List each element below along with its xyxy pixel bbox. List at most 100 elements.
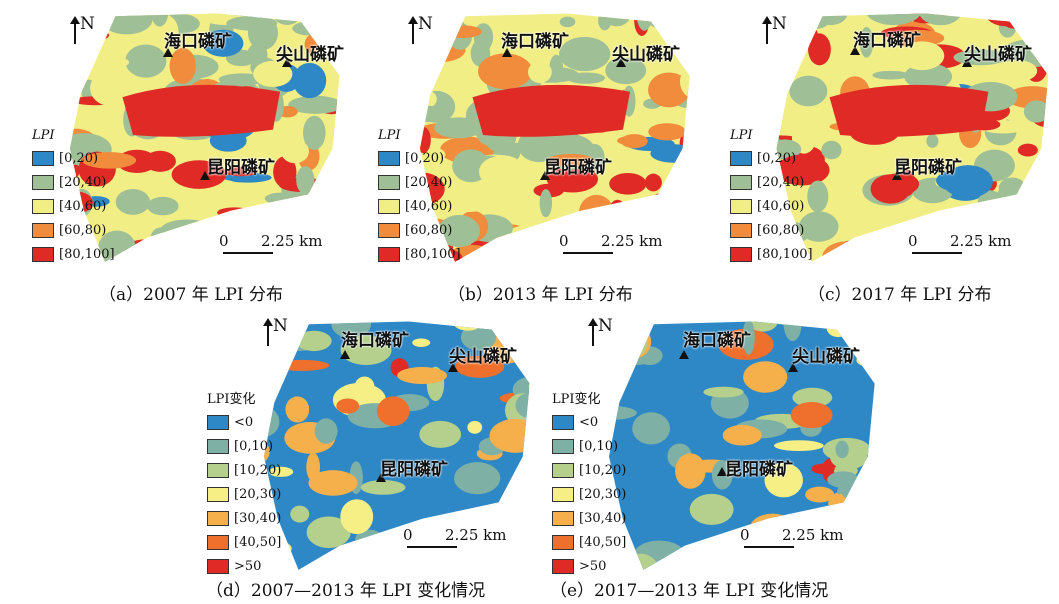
- scale-zero: 0: [403, 526, 413, 544]
- mine-marker-icon: [448, 363, 458, 372]
- site-label-kunyang: 昆阳磷矿: [725, 460, 793, 480]
- north-label: N: [80, 14, 95, 34]
- legend-swatch: [207, 511, 229, 526]
- legend-item: [80,100]: [32, 245, 115, 264]
- site-label-jianshan: 尖山磷矿: [964, 45, 1032, 65]
- mine-marker-icon: [200, 171, 210, 180]
- legend-item: [20,30): [207, 485, 281, 504]
- legend-item: [0,20): [730, 149, 813, 168]
- north-arrow-icon: [70, 16, 80, 44]
- scale-distance: 2.25 km: [261, 232, 323, 250]
- legend-item: [60,80): [378, 221, 461, 240]
- caption-e: （e）2017—2013 年 LPI 变化情况: [550, 581, 829, 601]
- legend-item: [40,60): [730, 197, 813, 216]
- legend-swatch: [730, 175, 752, 190]
- caption-c: （c）2017 年 LPI 分布: [808, 285, 992, 305]
- legend-label: [20,30): [579, 487, 627, 502]
- legend-item: >50: [207, 557, 281, 576]
- scale-zero: 0: [559, 232, 569, 250]
- lpi-map-2007: [70, 13, 340, 262]
- mine-marker-icon: [717, 467, 727, 476]
- legend-swatch: [552, 535, 574, 550]
- legend-label: [30,40): [579, 511, 627, 526]
- scale-distance: 2.25 km: [782, 526, 844, 544]
- legend-item: [40,60): [32, 197, 115, 216]
- legend: LPI变化 <0 [0,10) [10,20) [20,30) [30,40) [40,50…: [552, 388, 626, 581]
- legend-label: [40,50]: [579, 535, 627, 550]
- legend-label: [40,60): [59, 199, 107, 214]
- legend: LPI [0,20) [20,40) [40,60) [60,80) [80,100]: [32, 128, 115, 269]
- scale-zero: 0: [740, 526, 750, 544]
- legend-label: >50: [579, 559, 607, 574]
- legend-item: [0,20): [32, 149, 115, 168]
- legend-swatch: [207, 559, 229, 574]
- mine-marker-icon: [376, 473, 386, 482]
- legend-label: >50: [234, 559, 262, 574]
- legend-item: [80,100]: [378, 245, 461, 264]
- legend-label: [20,40): [405, 175, 453, 190]
- scale-line: [407, 546, 457, 548]
- legend-swatch: [730, 223, 752, 238]
- caption-d: （d）2007—2013 年 LPI 变化情况: [206, 581, 486, 601]
- legend-item: [60,80): [730, 221, 813, 240]
- legend-label: [10,20): [234, 463, 282, 478]
- legend-title: LPI: [378, 128, 401, 143]
- legend-label: [0,20): [405, 151, 445, 166]
- map-panel-a: N 海口磷矿 尖山磷矿 昆阳磷矿 LPI [0,20) [20,40) [40,60)…: [0, 0, 350, 300]
- north-arrow-icon: [588, 318, 598, 346]
- legend-swatch: [32, 151, 54, 166]
- legend-swatch: [32, 223, 54, 238]
- legend-swatch: [730, 247, 752, 262]
- site-label-haikou: 海口磷矿: [683, 331, 751, 351]
- site-label-jianshan: 尖山磷矿: [792, 347, 860, 367]
- legend-swatch: [378, 151, 400, 166]
- legend-item: [20,30): [552, 485, 626, 504]
- mine-marker-icon: [282, 58, 292, 67]
- legend-item: [30,40): [552, 509, 626, 528]
- mine-marker-icon: [892, 171, 902, 180]
- legend-label: [80,100]: [757, 247, 813, 262]
- mine-marker-icon: [679, 350, 689, 359]
- mine-marker-icon: [788, 363, 798, 372]
- mine-marker-icon: [163, 48, 173, 57]
- mine-marker-icon: [340, 350, 350, 359]
- site-label-kunyang: 昆阳磷矿: [544, 158, 612, 178]
- site-label-kunyang: 昆阳磷矿: [894, 158, 962, 178]
- legend-title: LPI: [32, 128, 55, 143]
- legend-swatch: [207, 487, 229, 502]
- legend-item: [60,80): [32, 221, 115, 240]
- legend-item: [80,100]: [730, 245, 813, 264]
- legend-title: LPI变化: [207, 392, 256, 407]
- north-arrow-icon: [762, 16, 772, 44]
- legend-label: [20,30): [234, 487, 282, 502]
- north-label: N: [772, 14, 787, 34]
- legend-swatch: [32, 247, 54, 262]
- mine-marker-icon: [502, 48, 512, 57]
- legend-label: [60,80): [59, 223, 107, 238]
- legend-label: [30,40): [234, 511, 282, 526]
- north-arrow-icon: [408, 16, 418, 44]
- legend-item: [40,60): [378, 197, 461, 216]
- legend-title: LPI: [730, 128, 753, 143]
- legend-label: [0,20): [757, 151, 797, 166]
- mine-marker-icon: [850, 46, 860, 55]
- map-panel-b: N 海口磷矿 尖山磷矿 昆阳磷矿 LPI [0,20) [20,40) [40,60)…: [350, 0, 700, 300]
- legend-swatch: [552, 487, 574, 502]
- legend-item: [20,40): [730, 173, 813, 192]
- legend-swatch: [552, 415, 574, 430]
- legend-item: [10,20): [207, 461, 281, 480]
- site-label-haikou: 海口磷矿: [501, 32, 569, 52]
- site-label-kunyang: 昆阳磷矿: [380, 460, 448, 480]
- legend-label: [60,80): [757, 223, 805, 238]
- site-label-jianshan: 尖山磷矿: [449, 347, 517, 367]
- legend-swatch: [207, 415, 229, 430]
- legend-item: <0: [207, 413, 281, 432]
- legend-swatch: [730, 199, 752, 214]
- lpi-change-map-2017-2013: [609, 321, 875, 570]
- legend-label: [60,80): [405, 223, 453, 238]
- legend-swatch: [552, 559, 574, 574]
- legend: LPI [0,20) [20,40) [40,60) [60,80) [80,100]: [378, 128, 461, 269]
- legend-swatch: [378, 223, 400, 238]
- map-panel-e: N 海口磷矿 尖山磷矿 昆阳磷矿 LPI变化 <0 [0,10) [10,20) [20…: [540, 308, 885, 578]
- legend: LPI变化 <0 [0,10) [10,20) [20,30) [30,40) [40,50…: [207, 388, 281, 581]
